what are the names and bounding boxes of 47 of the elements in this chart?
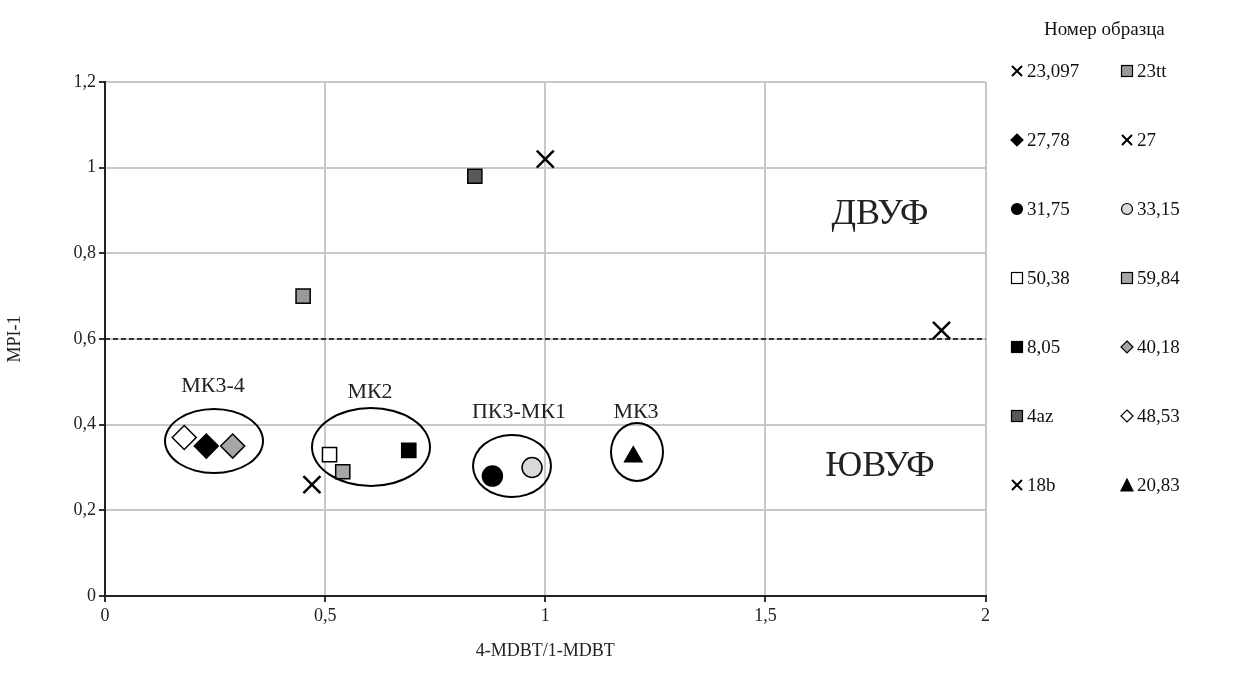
annotation: ЮВУФ xyxy=(825,444,935,485)
point xyxy=(521,456,543,479)
point xyxy=(321,446,338,463)
point xyxy=(535,149,555,169)
x-tick-label: 0 xyxy=(100,604,110,625)
annotation: МК3-4 xyxy=(181,371,245,397)
y-tick-label: 0 xyxy=(87,584,96,605)
y-tick-label: 1,2 xyxy=(73,70,96,91)
legend-label: 27 xyxy=(1137,129,1156,151)
x-tick-label: 2 xyxy=(981,604,990,625)
annotation: МК3 xyxy=(613,397,659,423)
point xyxy=(931,320,952,341)
legend-label: 20,83 xyxy=(1137,474,1180,496)
legend-label: 33,15 xyxy=(1137,198,1180,220)
point xyxy=(481,465,504,487)
y-tick-label: 0,6 xyxy=(73,327,96,348)
legend-label: 31,75 xyxy=(1027,198,1070,220)
legend-label: 40,18 xyxy=(1137,336,1180,358)
point xyxy=(334,463,351,480)
x-tick-label: 1,5 xyxy=(754,604,777,625)
legend-label: 23tt xyxy=(1137,60,1167,82)
legend-label: 27,78 xyxy=(1027,129,1070,151)
annotation: МК2 xyxy=(347,377,393,403)
legend-label: 8,05 xyxy=(1027,336,1061,358)
legend-title: Номер образца xyxy=(1044,18,1166,40)
x-tick-label: 1 xyxy=(540,604,550,625)
legend-label: 59,84 xyxy=(1137,267,1180,289)
point xyxy=(171,424,197,451)
legend-label: 4az xyxy=(1027,405,1054,427)
x-axis-title: 4-MDBT/1-MDBT xyxy=(475,639,615,660)
y-tick-label: 0,8 xyxy=(73,242,96,263)
annotation: ДВУФ xyxy=(831,192,929,233)
y-tick-label: 1 xyxy=(87,156,96,177)
legend-label: 50,38 xyxy=(1027,267,1070,289)
point xyxy=(466,168,483,185)
point xyxy=(302,474,322,495)
point xyxy=(400,442,417,459)
y-tick-label: 0,2 xyxy=(73,499,96,520)
legend-label: 18b xyxy=(1027,474,1056,496)
x-tick-label: 0,5 xyxy=(313,604,337,625)
point xyxy=(219,433,246,459)
point xyxy=(295,288,311,304)
legend-label: 48,53 xyxy=(1137,405,1180,427)
legend-label: 23,097 xyxy=(1027,60,1080,82)
annotation: ПК3-МК1 xyxy=(471,397,567,423)
y-tick-label: 0,4 xyxy=(73,413,96,434)
y-axis-title: MPI-1 xyxy=(3,315,24,363)
